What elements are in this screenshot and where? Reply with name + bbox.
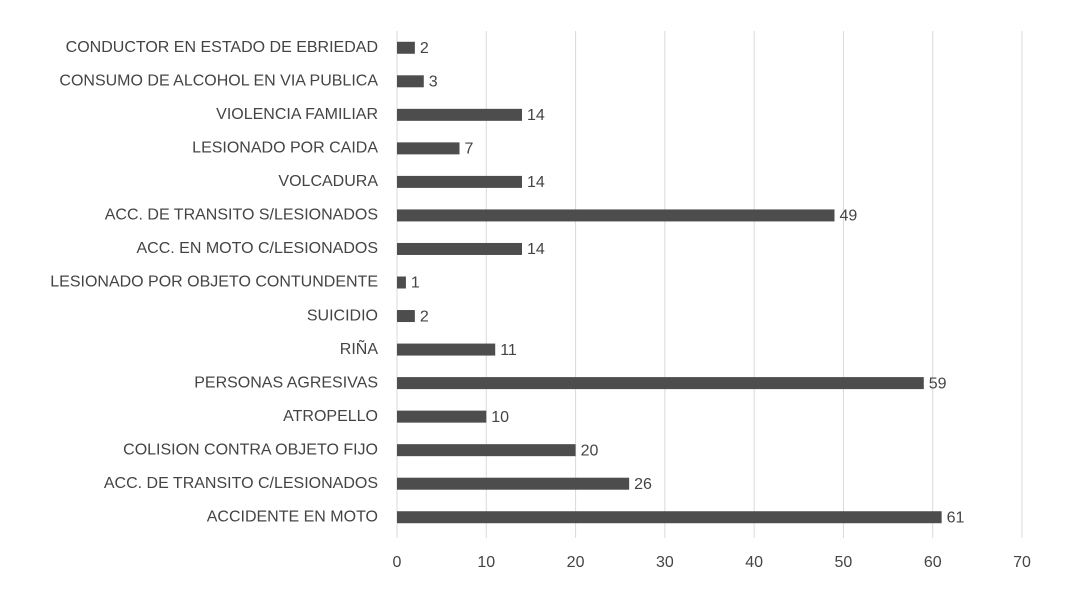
x-tick-label: 20 — [567, 554, 585, 571]
category-label: CONSUMO DE ALCOHOL EN VIA PUBLICA — [59, 73, 378, 90]
bar — [397, 276, 406, 289]
category-label: PERSONAS AGRESIVAS — [194, 374, 378, 391]
data-label: 7 — [465, 141, 474, 158]
category-label: ACC. EN MOTO C/LESIONADOS — [136, 240, 378, 257]
category-label: VOLCADURA — [278, 173, 378, 190]
category-label: VIOLENCIA FAMILIAR — [216, 106, 378, 123]
x-tick-label: 10 — [477, 554, 495, 571]
category-label: CONDUCTOR EN ESTADO DE EBRIEDAD — [66, 39, 378, 56]
data-label: 11 — [500, 342, 517, 359]
bar — [397, 343, 496, 356]
data-label: 49 — [840, 208, 858, 225]
bar — [397, 108, 522, 121]
category-label: RIÑA — [340, 338, 379, 358]
bar — [397, 175, 522, 188]
x-tick-label: 40 — [745, 554, 763, 571]
bar — [397, 142, 460, 155]
category-label: SUICIDIO — [307, 307, 378, 324]
data-label: 14 — [527, 241, 545, 258]
bar — [397, 242, 522, 255]
data-label: 3 — [429, 74, 438, 91]
data-label: 10 — [491, 409, 509, 426]
category-label: LESIONADO POR OBJETO CONTUNDENTE — [50, 274, 378, 291]
data-label: 61 — [947, 509, 965, 526]
bar — [397, 41, 415, 54]
data-label: 1 — [411, 275, 420, 292]
x-tick-label: 70 — [1013, 554, 1031, 571]
category-label: ACC. DE TRANSITO C/LESIONADOS — [104, 475, 378, 492]
category-label: ACCIDENTE EN MOTO — [207, 508, 378, 525]
bar — [397, 410, 487, 423]
bar — [397, 209, 835, 222]
data-label: 2 — [420, 308, 429, 325]
data-label: 59 — [929, 375, 947, 392]
data-label: 14 — [527, 107, 545, 124]
data-label: 2 — [420, 40, 429, 57]
bar — [397, 310, 415, 323]
x-tick-label: 30 — [656, 554, 674, 571]
data-label: 26 — [634, 476, 652, 493]
data-label: 14 — [527, 174, 545, 191]
x-tick-label: 50 — [835, 554, 853, 571]
category-label: ACC. DE TRANSITO S/LESIONADOS — [105, 207, 378, 224]
category-label: ATROPELLO — [283, 408, 378, 425]
category-label: COLISION CONTRA OBJETO FIJO — [123, 441, 378, 458]
bar — [397, 477, 630, 490]
bar — [397, 444, 576, 457]
x-tick-label: 60 — [924, 554, 942, 571]
bar — [397, 511, 942, 524]
data-label: 20 — [581, 442, 599, 459]
x-tick-label: 0 — [393, 554, 402, 571]
category-label: LESIONADO POR CAIDA — [192, 140, 378, 157]
bar — [397, 377, 924, 390]
bar — [397, 75, 424, 88]
